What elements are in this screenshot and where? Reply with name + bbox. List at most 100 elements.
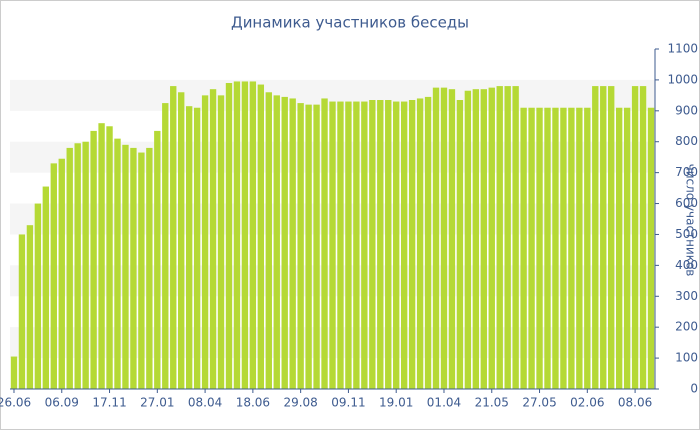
bar [472, 89, 480, 389]
bar [464, 90, 472, 390]
bar [185, 106, 193, 389]
x-tick-label: 17.11 [92, 396, 126, 410]
bar [337, 101, 344, 389]
bar [496, 86, 503, 389]
bar [98, 123, 105, 389]
bar [369, 100, 376, 389]
bar [130, 147, 137, 389]
x-tick-label: 01.04 [427, 396, 461, 410]
bar [647, 107, 655, 390]
x-tick-label: 29.08 [283, 396, 317, 410]
y-tick-label: 300 [675, 289, 698, 303]
x-tick-label: 02.06 [570, 396, 604, 410]
bar [623, 107, 631, 390]
bar [393, 101, 400, 389]
bar [233, 81, 241, 390]
bar [273, 95, 280, 389]
y-tick-label: 1100 [667, 42, 698, 56]
x-tick-label: 26.06 [0, 396, 31, 410]
bar [106, 126, 113, 389]
bar [90, 130, 97, 389]
y-tick-label: 1000 [667, 72, 698, 86]
x-tick-label: 06.09 [45, 396, 79, 410]
bar [361, 101, 368, 389]
bar [26, 225, 34, 389]
bar [114, 138, 121, 389]
bar [552, 107, 559, 390]
bar [74, 143, 81, 389]
bar [377, 100, 384, 389]
x-tick-label: 27.01 [140, 396, 174, 410]
bar [297, 103, 304, 389]
bar [440, 87, 448, 390]
x-tick-label: 19.01 [379, 396, 413, 410]
bar [488, 87, 495, 390]
bar [608, 86, 615, 389]
bar [193, 107, 201, 390]
y-tick-label: 0 [690, 382, 698, 396]
bar [162, 103, 169, 389]
bar [568, 107, 575, 390]
bar [34, 203, 42, 389]
bar [560, 107, 567, 390]
x-tick-label: 27.05 [522, 396, 556, 410]
bar [504, 86, 511, 389]
bar [265, 92, 272, 389]
y-tick-label: 700 [675, 165, 698, 179]
bar [592, 86, 599, 389]
bar [536, 107, 543, 390]
bar [138, 152, 145, 389]
x-tick-label: 21.05 [475, 396, 509, 410]
bar [448, 89, 456, 389]
x-tick-label: 09.11 [331, 396, 365, 410]
bar [353, 101, 360, 389]
bar [631, 86, 639, 389]
bar [201, 95, 209, 389]
bar [146, 147, 153, 389]
bar [576, 107, 583, 390]
bar [18, 234, 26, 389]
bar [178, 92, 185, 389]
bar [329, 101, 336, 389]
y-tick-label: 600 [675, 196, 698, 210]
bar [424, 96, 432, 389]
y-tick-label: 400 [675, 258, 698, 272]
y-axis-label: число участников [684, 164, 698, 277]
bar [249, 81, 257, 390]
bar [217, 95, 225, 389]
x-tick-label: 08.06 [618, 396, 652, 410]
bar [520, 107, 527, 390]
bar [42, 186, 50, 389]
bar [400, 101, 408, 389]
x-tick-label: 08.04 [188, 396, 222, 410]
bar [528, 107, 535, 390]
bar [480, 89, 487, 389]
bar [512, 86, 519, 389]
chart-title: Динамика участников беседы [231, 14, 469, 32]
bar [66, 147, 73, 389]
bar [416, 98, 424, 390]
bar [170, 86, 177, 389]
bar [305, 104, 312, 390]
y-tick-label: 500 [675, 227, 698, 241]
bar [345, 101, 352, 389]
bar [58, 158, 65, 389]
y-tick-label: 800 [675, 134, 698, 148]
bar [385, 100, 392, 389]
y-tick-label: 100 [675, 351, 698, 365]
bar [289, 98, 296, 390]
y-tick-label: 900 [675, 103, 698, 117]
bar [50, 163, 57, 389]
bar [600, 86, 607, 389]
bar [281, 96, 288, 389]
bar [241, 81, 249, 390]
bar [544, 107, 551, 390]
bar [10, 356, 18, 389]
bar [321, 98, 328, 390]
bar [82, 141, 89, 389]
bar [209, 89, 217, 389]
y-tick-label: 200 [675, 320, 698, 334]
bar [225, 83, 233, 389]
bar [615, 107, 623, 390]
